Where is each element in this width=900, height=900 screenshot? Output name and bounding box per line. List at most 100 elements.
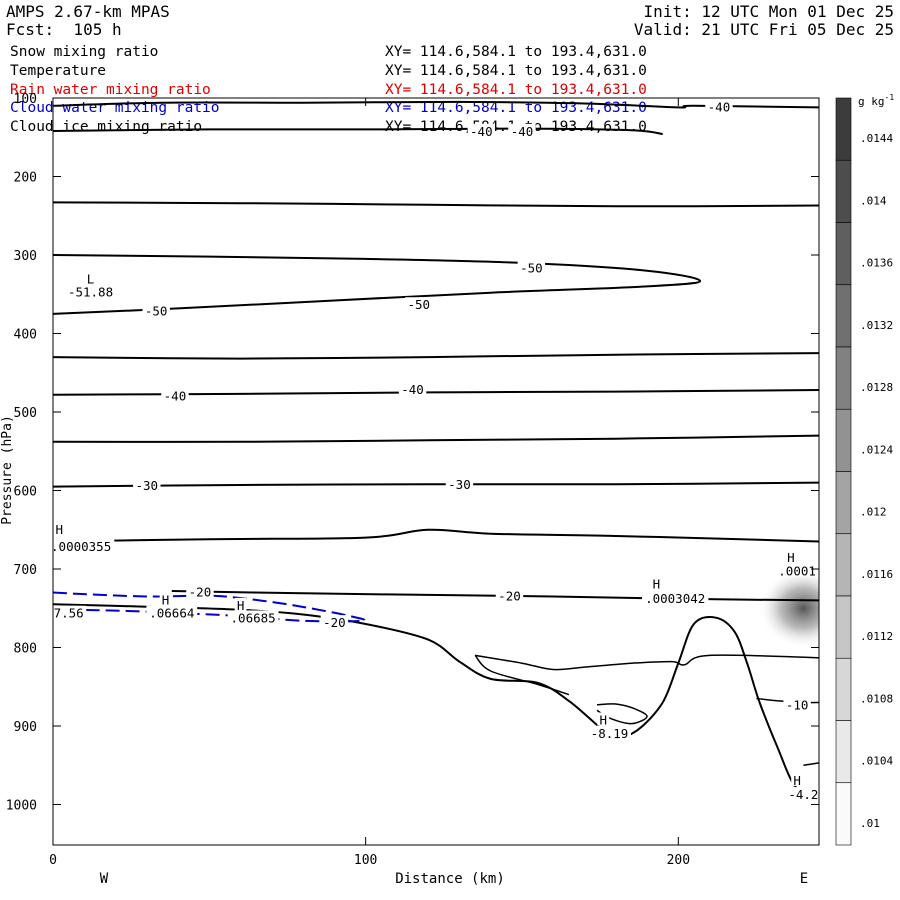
west-label: W: [100, 871, 109, 887]
contour-label: -20: [498, 588, 521, 603]
colorbar-level-label: .0136: [860, 257, 893, 270]
contour-label-bg: [517, 260, 546, 274]
contour-label: .0000355: [51, 539, 111, 554]
contour-label: H: [237, 598, 245, 613]
contour-label: .06685: [231, 610, 276, 625]
contour-label: -40: [164, 388, 187, 403]
temperature-contour: [53, 100, 819, 109]
contour-label: -20: [189, 585, 212, 600]
temperature-contour: [53, 352, 819, 360]
colorbar-level-label: .014: [860, 194, 887, 207]
field-range: XY= 114.6,584.1 to 193.4,631.0: [385, 82, 647, 98]
colorbar-segment: [835, 408, 852, 472]
temperature-contour: [53, 528, 819, 543]
model-title: AMPS 2.67-km MPAS: [6, 2, 170, 21]
colorbar-segment: [835, 595, 852, 659]
y-tick-label: 100: [14, 92, 37, 107]
forecast-hour: Fcst: 105 h: [6, 20, 122, 39]
contour-label-bg: [142, 303, 170, 317]
contour-label-bg: [84, 271, 97, 285]
init-time: Init: 12 UTC Mon 01 Dec 25: [643, 2, 894, 21]
temperature-contour: [53, 127, 663, 136]
colorbar-segment: [835, 782, 852, 846]
contour-label-bg: [791, 772, 804, 786]
contour-label-bg: [588, 725, 632, 739]
contour-label: H: [653, 577, 661, 592]
contour-label: -51.88: [68, 285, 113, 300]
y-tick-label: 800: [14, 642, 37, 657]
contour-label: H: [162, 592, 170, 607]
temperature-contour: [171, 590, 819, 602]
contour-label-bg: [405, 297, 433, 311]
contour-label: H: [793, 773, 801, 788]
contour-label: -40: [708, 99, 731, 114]
contour-label: 7.56: [54, 606, 84, 621]
x-tick-label: 100: [354, 853, 377, 868]
contour-label: .06664: [149, 606, 194, 621]
temperature-contour: [53, 603, 819, 795]
colorbar-level-label: .0132: [860, 319, 893, 332]
contour-label: -30: [136, 478, 159, 493]
contour-label-bg: [650, 576, 663, 590]
contour-label-bg: [53, 521, 66, 535]
plot-frame: [52, 97, 820, 846]
colorbar-level-label: .0112: [860, 630, 893, 643]
contour-label-bg: [47, 539, 115, 553]
colorbar-unit: g kg-1: [858, 93, 894, 108]
contour-label: -10: [786, 698, 809, 713]
contour-label: -40: [470, 124, 493, 139]
contour-label-bg: [320, 615, 349, 629]
colorbar: .0144 .014 .0136 .0132 .0128 .0124 .012 .0116 .0…: [835, 97, 893, 846]
valid-time: Valid: 21 UTC Fri 05 Dec 25: [633, 20, 894, 39]
temperature-contour: [53, 434, 819, 443]
y-tick-label: 700: [14, 563, 37, 578]
contour-label-bg: [495, 588, 524, 602]
contour-label-bg: [775, 563, 819, 577]
contour-label: .0001: [778, 563, 816, 578]
contour-label: -40: [511, 124, 534, 139]
colorbar-segment: [835, 720, 852, 784]
contour-label-bg: [783, 697, 811, 711]
contour-label-bg: [51, 605, 87, 619]
contour-label: -8.19: [591, 726, 629, 741]
snow-contour: [474, 654, 570, 696]
contour-label: H: [55, 522, 63, 537]
field-range: XY= 114.6,584.1 to 193.4,631.0: [385, 44, 647, 60]
contour-label-bg: [705, 99, 733, 113]
contour-label-bg: [133, 477, 161, 491]
contour-label-bg: [641, 590, 709, 604]
y-tick-label: 500: [14, 406, 37, 421]
colorbar-segment: [835, 97, 852, 161]
colorbar-segment: [835, 533, 852, 597]
contour-label-bg: [445, 477, 474, 491]
x-tick-label: 200: [667, 853, 690, 868]
contour-label-bg: [234, 597, 247, 611]
contour-label-bg: [65, 284, 116, 298]
y-tick-label: 900: [14, 720, 37, 735]
contour-label: -30: [448, 477, 471, 492]
contour-label-bg: [785, 787, 821, 801]
colorbar-level-label: .0144: [860, 132, 893, 145]
colorbar-level-label: .0108: [860, 692, 893, 705]
x-tick-label: 0: [49, 853, 57, 868]
colorbar-level-label: .0128: [860, 381, 893, 394]
colorbar-level-label: .0104: [860, 755, 893, 768]
colorbar-level-label: .0124: [860, 443, 893, 456]
contour-label-bg: [467, 123, 496, 137]
temperature-contour: [53, 201, 819, 208]
colorbar-segment: [835, 657, 852, 721]
colorbar-segment: [835, 471, 852, 535]
contour-label: -50: [145, 304, 168, 319]
cloud-ice-shading: [758, 568, 819, 649]
y-tick-label: 300: [14, 249, 37, 264]
field-name: Temperature: [10, 63, 107, 79]
contour-label-bg: [146, 605, 198, 619]
contour-label-bg: [508, 123, 536, 137]
contour-label-bg: [227, 610, 279, 624]
contour-label-bg: [597, 712, 610, 726]
contour-label: H: [600, 713, 608, 728]
contour-label-bg: [161, 388, 189, 402]
contour-label: -50: [408, 297, 431, 312]
temperature-contour: [53, 481, 819, 488]
